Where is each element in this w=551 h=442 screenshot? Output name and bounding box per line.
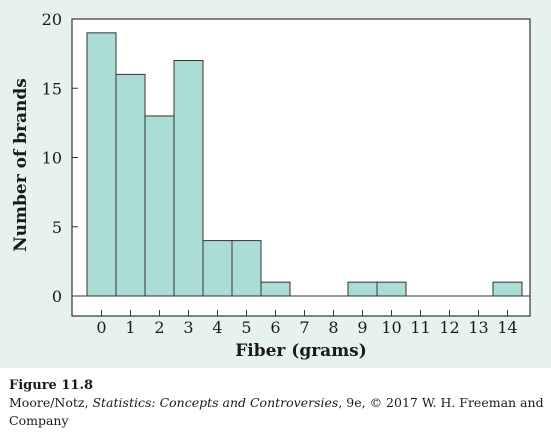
- y-tick-label: 5: [52, 218, 62, 237]
- bar-3: [173, 60, 204, 297]
- x-axis-ticks: 0 1 2 3 4 5 6 7 8 9 10 11 12 13 14: [96, 310, 518, 337]
- x-tick-label: 3: [183, 318, 193, 337]
- x-tick-label: 8: [328, 318, 338, 337]
- bar-5: [231, 240, 262, 297]
- x-tick-label: 2: [154, 318, 164, 337]
- credit-suffix: , 9e, © 2017 W. H. Freeman and Company: [9, 395, 544, 428]
- y-tick-label: 10: [42, 149, 62, 168]
- bars-layer: [72, 32, 530, 297]
- figure-credit: Moore/Notz, Statistics: Concepts and Con…: [9, 394, 549, 430]
- y-tick-label: 15: [42, 79, 62, 98]
- x-tick-label: 7: [299, 318, 309, 337]
- bar-1: [115, 73, 146, 297]
- x-tick-label: 0: [96, 318, 106, 337]
- bar-2: [144, 115, 175, 297]
- figure-label: Figure 11.8: [9, 378, 94, 393]
- x-tick-label: 6: [270, 318, 280, 337]
- bar-0: [86, 32, 117, 297]
- y-tick-label: 20: [42, 10, 62, 29]
- x-tick-label: 5: [241, 318, 251, 337]
- x-axis-title: Fiber (grams): [235, 341, 367, 361]
- bar-14: [492, 281, 523, 297]
- y-axis-title: Number of brands: [11, 78, 31, 252]
- x-tick-label: 9: [357, 318, 367, 337]
- figure-panel: 0 1 2 3 4 5 6 7 8 9 10 11 12 13 14 0 5 10 15 20 Fiber (gra…: [0, 0, 551, 368]
- x-tick-label: 12: [439, 318, 459, 337]
- credit-prefix: Moore/Notz,: [9, 395, 93, 410]
- bar-6: [260, 281, 291, 297]
- figure-caption: Figure 11.8 Moore/Notz, Statistics: Conc…: [9, 377, 549, 430]
- x-tick-label: 14: [497, 318, 517, 337]
- bar-10: [376, 281, 407, 297]
- y-tick-label: 0: [52, 287, 62, 306]
- x-tick-label: 11: [410, 318, 430, 337]
- bar-9: [347, 281, 378, 297]
- x-tick-label: 13: [468, 318, 488, 337]
- credit-book-title: Statistics: Concepts and Controversies: [92, 395, 339, 410]
- x-tick-label: 1: [125, 318, 135, 337]
- x-tick-label: 4: [212, 318, 222, 337]
- x-tick-label: 10: [381, 318, 401, 337]
- y-axis-ticks: 0 5 10 15 20: [42, 10, 78, 306]
- bar-4: [202, 240, 233, 297]
